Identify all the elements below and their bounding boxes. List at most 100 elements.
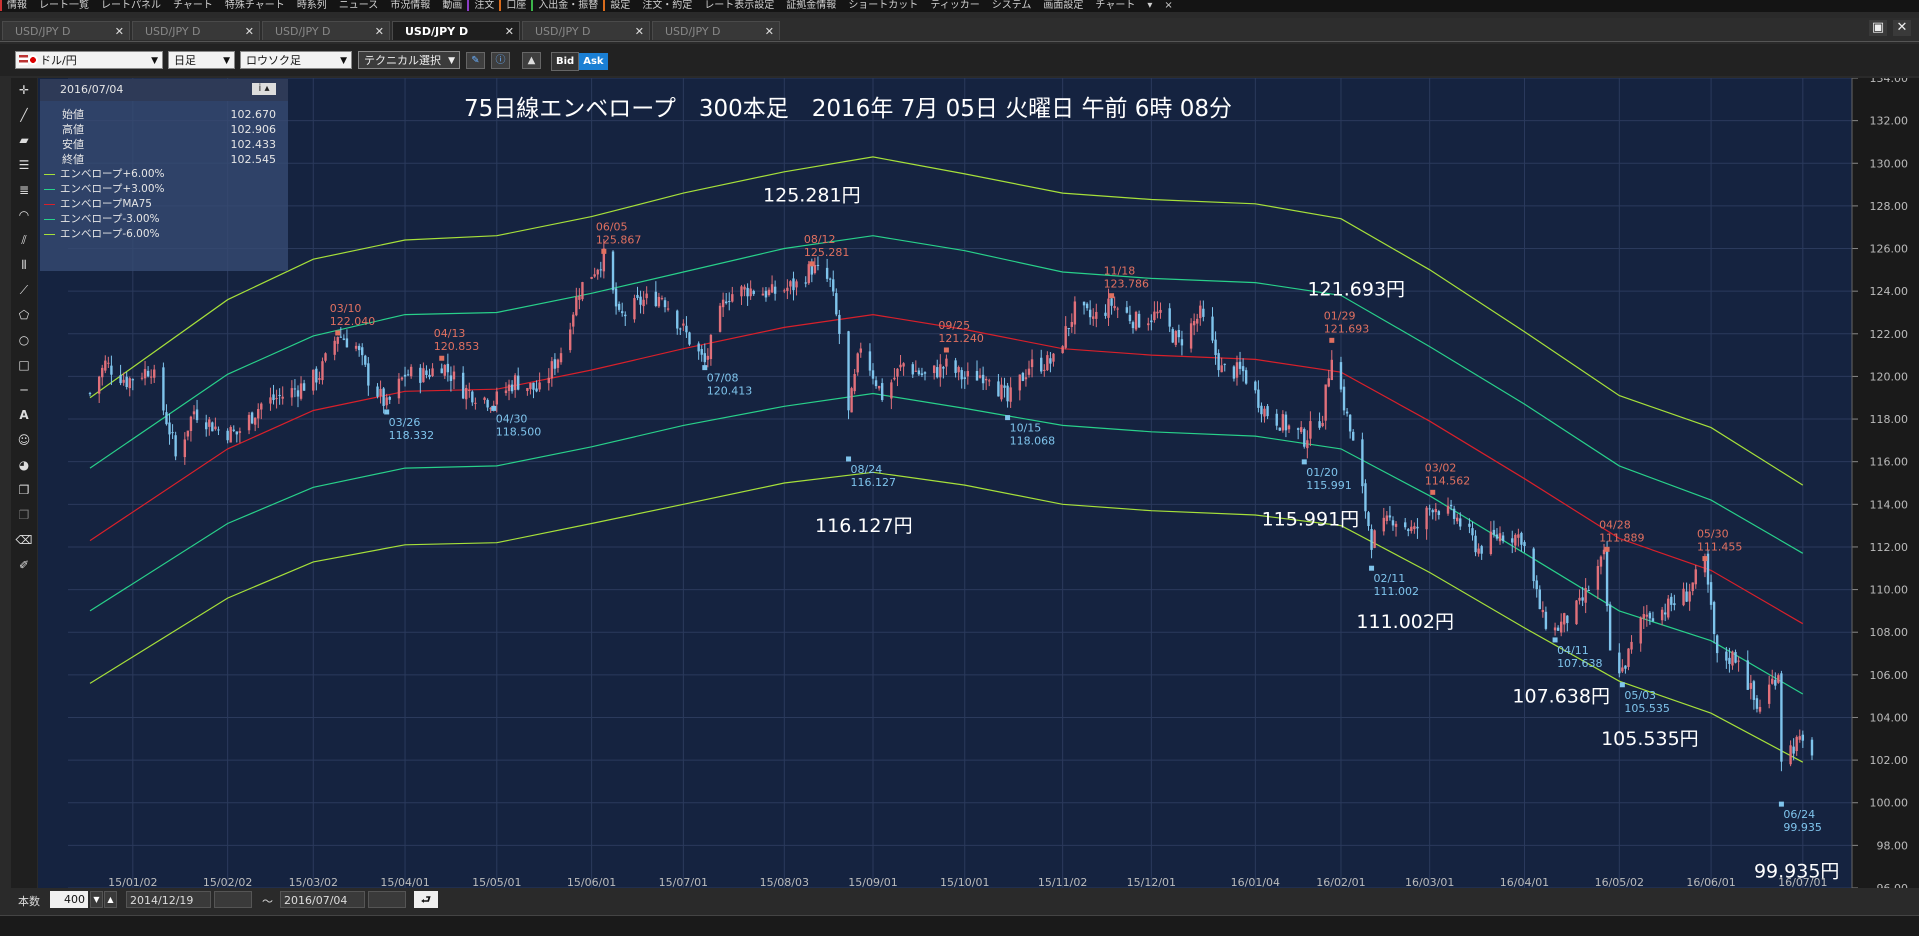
pentagon-icon[interactable]: ⬠ [18, 308, 30, 322]
text-icon[interactable]: A [19, 408, 29, 422]
chart-style-select[interactable]: ロウソク足 ▼ [240, 51, 352, 69]
vertical-lines-icon[interactable]: ⦀ [21, 258, 27, 272]
candle-body [296, 390, 300, 397]
close-icon[interactable]: ✕ [244, 25, 254, 38]
chevron-down-icon: ▼ [151, 56, 158, 66]
menu-item[interactable]: チャート [1095, 0, 1136, 11]
menu-item[interactable]: 画面設定 [1043, 0, 1084, 11]
close-icon[interactable]: ✕ [374, 25, 384, 38]
fibonacci-icon[interactable]: ≣ [18, 183, 30, 197]
close-icon[interactable]: ✕ [504, 25, 514, 38]
extreme-date-label: 04/11 [1557, 644, 1589, 657]
price-annotation: 111.002円 [1356, 611, 1454, 633]
menu-item[interactable]: レートパネル [101, 0, 161, 11]
menu-item[interactable]: × [1164, 0, 1173, 11]
candle-body [1150, 320, 1153, 323]
count-input[interactable]: 400 [50, 891, 88, 908]
menu-item[interactable]: チャート [173, 0, 213, 11]
currency-select[interactable]: ドル/円 ▼ [15, 51, 163, 69]
y-tick-label: 106.00 [1870, 669, 1909, 682]
ruler-icon[interactable]: ▰ [19, 133, 29, 147]
candle-body [1159, 309, 1162, 313]
candle-body [602, 248, 606, 272]
status-bar [0, 915, 1919, 936]
circle-icon[interactable]: ○ [18, 333, 30, 347]
menu-item[interactable]: ▾ [1147, 0, 1153, 11]
tab-chart-1[interactable]: USD/JPY D ✕ [2, 21, 130, 40]
fan-icon[interactable]: ⟋ [19, 283, 29, 297]
count-up-icon[interactable]: ▲ [104, 891, 117, 908]
close-icon[interactable]: ✕ [634, 25, 644, 38]
candle-body [483, 397, 486, 400]
menu-item[interactable]: レート表示設定 [704, 0, 775, 11]
menu-item[interactable]: 特殊チャート [224, 0, 285, 11]
menu-item[interactable]: 注文 [467, 0, 499, 11]
close-window-button[interactable]: ✕ [1893, 20, 1911, 36]
candle-body [1792, 746, 1795, 754]
envelope-upper6-line [89, 156, 1804, 486]
tab-chart-3[interactable]: USD/JPY D ✕ [262, 21, 390, 40]
tab-chart-6[interactable]: USD/JPY D ✕ [652, 21, 780, 40]
menu-item[interactable]: システム [991, 0, 1032, 11]
trendline-icon[interactable]: ╱ [20, 108, 28, 122]
bid-ask-toggle[interactable]: Bid Ask [551, 52, 608, 71]
chart-type-button[interactable]: ▲ [522, 52, 541, 69]
hline-icon[interactable]: ─ [20, 383, 28, 397]
candle-body [1771, 678, 1774, 684]
eraser-icon[interactable]: ⌫ [15, 533, 33, 547]
menu-item[interactable]: 入出金・振替 [531, 0, 603, 11]
menu-item[interactable]: ティッカー [930, 0, 980, 11]
tab-chart-4[interactable]: USD/JPY D ✕ [392, 21, 520, 40]
reset-range-icon[interactable]: ⮐ [414, 891, 438, 908]
y-tick-label: 120.00 [1870, 370, 1909, 383]
draw-pen-button[interactable]: ✎ [466, 52, 485, 69]
menu-item[interactable]: 注文・約定 [642, 0, 693, 11]
close-icon[interactable]: ✕ [114, 25, 124, 38]
channel-icon[interactable]: ⫽ [21, 233, 27, 247]
menu-item[interactable]: 情報 [0, 0, 32, 11]
end-date-field[interactable]: 2016/07/04 [280, 891, 365, 908]
candle-body [1758, 707, 1762, 712]
candle-body [1284, 414, 1288, 431]
bid-button[interactable]: Bid [551, 52, 580, 71]
restore-window-button[interactable]: ▣ [1869, 20, 1887, 36]
period-select[interactable]: 日足 ▼ [168, 51, 235, 69]
start-time-field[interactable] [214, 891, 252, 908]
y-tick-label: 104.00 [1870, 711, 1909, 724]
candle-body [810, 265, 814, 275]
menu-item[interactable]: 時系列 [296, 0, 327, 11]
end-time-field[interactable] [368, 891, 406, 908]
menu-item[interactable]: 動画 [442, 0, 463, 11]
candle-body [1731, 651, 1734, 666]
menu-item[interactable]: 口座 [499, 0, 531, 11]
close-icon[interactable]: ✕ [764, 25, 774, 38]
icon-tool-icon[interactable]: ☺ [17, 433, 31, 447]
count-down-icon[interactable]: ▼ [90, 891, 103, 908]
menu-item[interactable]: ニュース [338, 0, 379, 11]
arc-icon[interactable]: ◠ [18, 208, 30, 222]
menu-item[interactable]: 設定 [603, 0, 635, 11]
menu-item[interactable]: 証拠金情報 [786, 0, 837, 11]
menu-item[interactable]: ショートカット [848, 0, 919, 11]
menu-item[interactable]: レート一覧 [39, 0, 89, 11]
tab-chart-2[interactable]: USD/JPY D ✕ [132, 21, 260, 40]
paste-icon[interactable]: ❐ [18, 508, 30, 522]
start-date-field[interactable]: 2014/12/19 [126, 891, 211, 908]
ask-button[interactable]: Ask [579, 53, 608, 70]
tab-chart-5[interactable]: USD/JPY D ✕ [522, 21, 650, 40]
rectangle-icon[interactable]: □ [18, 358, 30, 372]
menu-item[interactable]: 市況情報 [390, 0, 431, 11]
candle-body [419, 367, 422, 383]
candle-body [697, 343, 700, 352]
crosshair-icon[interactable]: ✛ [18, 83, 30, 97]
candle-body [364, 355, 367, 365]
info-collapse-icon[interactable]: i ▴ [252, 83, 276, 95]
settings-tool-icon[interactable]: ✐ [18, 558, 30, 572]
copy-icon[interactable]: ❐ [18, 483, 30, 497]
horizontal-lines-icon[interactable]: ☰ [18, 158, 30, 172]
info-button[interactable]: ⓘ [491, 52, 510, 69]
technical-select[interactable]: テクニカル選択 ▼ [358, 51, 460, 69]
magnet-icon[interactable]: ◕ [18, 458, 30, 472]
x-tick-label: 15/12/01 [1127, 876, 1176, 888]
